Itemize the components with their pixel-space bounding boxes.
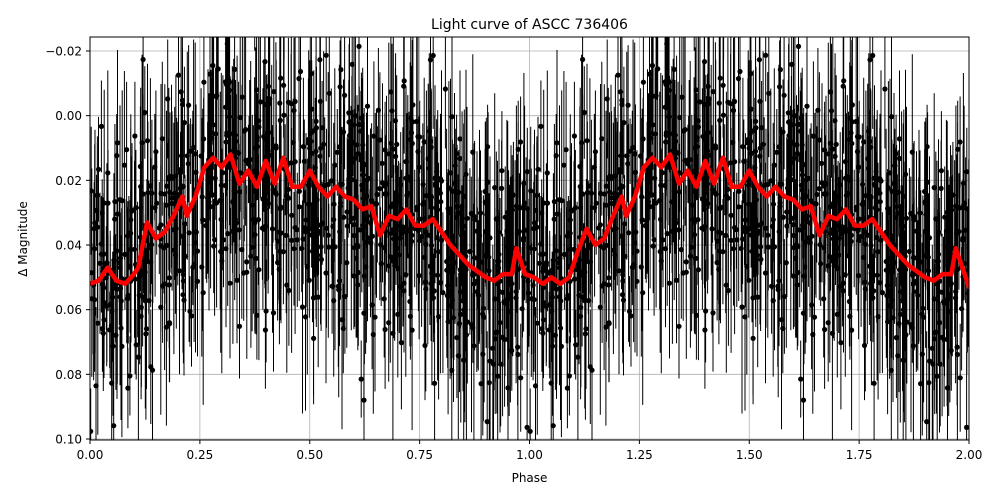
x-tick-label: 0.25 bbox=[187, 448, 214, 462]
x-tick-label: 1.75 bbox=[846, 448, 873, 462]
y-axis-ticks: −0.02 0.00 0.02 0.04 0.06 0.08 0.10 bbox=[45, 45, 90, 447]
x-tick-label: 2.00 bbox=[956, 448, 983, 462]
y-tick-label: −0.02 bbox=[45, 45, 82, 59]
y-tick-label: 0.06 bbox=[55, 303, 82, 317]
y-tick-label: 0.10 bbox=[55, 433, 82, 447]
x-axis-ticks: 0.00 0.25 0.50 0.75 1.00 1.25 1.50 1.75 2.00 bbox=[77, 440, 983, 462]
y-axis-label: Δ Magnitude bbox=[16, 201, 30, 277]
x-tick-label: 1.50 bbox=[736, 448, 763, 462]
x-tick-label: 1.25 bbox=[626, 448, 653, 462]
x-tick-label: 1.00 bbox=[516, 448, 543, 462]
y-tick-label: 0.00 bbox=[55, 109, 82, 123]
x-tick-label: 0.50 bbox=[296, 448, 323, 462]
x-tick-label: 0.75 bbox=[406, 448, 433, 462]
chart-title: Light curve of ASCC 736406 bbox=[431, 17, 628, 33]
x-tick-label: 0.00 bbox=[77, 448, 104, 462]
x-axis-label: Phase bbox=[512, 471, 548, 485]
y-tick-label: 0.08 bbox=[55, 368, 82, 382]
y-tick-label: 0.04 bbox=[55, 239, 82, 253]
binned-mean-curve bbox=[90, 152, 969, 290]
y-tick-label: 0.02 bbox=[55, 174, 82, 188]
